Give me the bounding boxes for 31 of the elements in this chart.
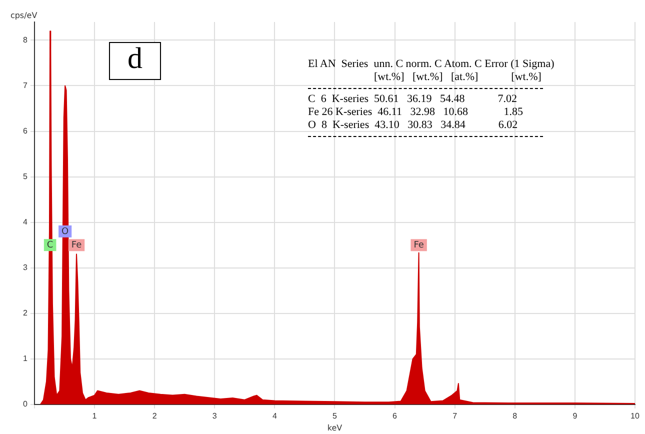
y-tick-label: 2 <box>22 308 28 318</box>
x-tick-label: 3 <box>212 411 218 420</box>
y-tick-label: 0 <box>22 400 28 409</box>
annotation: Fe 26 K-series 46.11 32.98 10.68 1.85 <box>308 106 524 119</box>
y-tick-label: 6 <box>22 126 28 136</box>
annotation: Fe <box>71 240 82 250</box>
x-axis-title: keV <box>327 423 343 432</box>
y-tick-label: 7 <box>22 80 28 90</box>
annotation: C <box>46 240 54 250</box>
x-tick-label: 8 <box>512 411 518 420</box>
y-axis-title: cps/eV <box>10 11 38 20</box>
y-tick-label: 1 <box>22 354 28 364</box>
x-tick-label: 10 <box>630 411 640 420</box>
y-tick-label: 5 <box>22 172 28 181</box>
y-tick-label: 8 <box>22 35 28 44</box>
annotation: O <box>62 226 69 237</box>
x-tick-label: 2 <box>152 411 158 420</box>
y-tick-label: 3 <box>22 263 28 272</box>
y-tick-label: 4 <box>22 218 28 227</box>
x-tick-label: 6 <box>392 411 398 420</box>
x-tick-label: 1 <box>92 411 98 420</box>
annotation: Fe <box>414 240 424 250</box>
annotation: El AN Series unn. C norm. C Atom. C Error (1 Sigma) <box>308 58 554 71</box>
x-tick-label: 9 <box>572 411 578 420</box>
annotation: O 8 K-series 43.10 30.83 34.84 6.02 <box>308 119 519 132</box>
x-tick-label: 4 <box>272 411 278 420</box>
x-tick-label: 5 <box>332 411 338 420</box>
x-tick-label: 7 <box>452 411 458 420</box>
annotation: d <box>109 42 161 80</box>
annotation: C 6 K-series 50.61 36.19 54.48 7.02 <box>308 93 518 106</box>
annotation: [wt.%] [wt.%] [at.%] [wt.%] <box>373 71 542 84</box>
